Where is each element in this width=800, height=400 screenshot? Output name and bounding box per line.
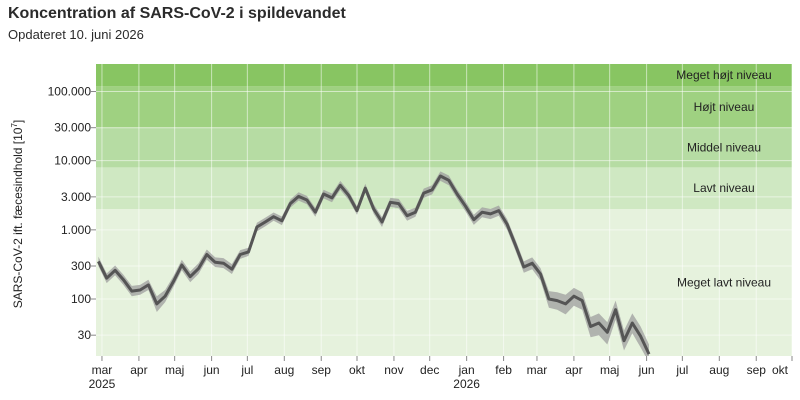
y-tick-label-1: 100 bbox=[71, 292, 91, 306]
y-axis-label-sup: 7 bbox=[10, 123, 19, 128]
band-4 bbox=[96, 64, 792, 87]
band-label-1: Lavt niveau bbox=[693, 181, 754, 195]
x-tick-label-11: feb bbox=[495, 363, 512, 377]
x-tick-label-7: okt bbox=[349, 363, 366, 377]
x-tick-label-9: dec bbox=[420, 363, 439, 377]
x-tick-label-2: maj bbox=[165, 363, 184, 377]
level-bands bbox=[96, 64, 792, 356]
y-tick-label-7: 100.000 bbox=[48, 85, 92, 99]
band-label-2: Middel niveau bbox=[687, 141, 761, 155]
gridlines bbox=[96, 64, 793, 356]
band-3 bbox=[96, 86, 792, 128]
x-tick-year-0: 2025 bbox=[89, 377, 116, 391]
x-tick-label-0: mar bbox=[92, 363, 113, 377]
x-tick-label-14: maj bbox=[600, 363, 619, 377]
x-tick-year-10: 2026 bbox=[453, 377, 480, 391]
y-tick-label-0: 30 bbox=[78, 328, 92, 342]
x-tick-label-17: aug bbox=[709, 363, 729, 377]
x-tick-label-16: jul bbox=[675, 363, 688, 377]
x-tick-label-6: sep bbox=[312, 363, 332, 377]
x-tick-label-3: jun bbox=[203, 363, 220, 377]
y-tick-label-6: 30.000 bbox=[54, 121, 91, 135]
x-tick-label-10: jan bbox=[458, 363, 475, 377]
x-tick-label-19: okt bbox=[772, 363, 789, 377]
x-tick-label-18: sep bbox=[747, 363, 767, 377]
x-tick-label-8: nov bbox=[384, 363, 403, 377]
x-tick-label-1: apr bbox=[130, 363, 147, 377]
y-axis-label-main: SARS-CoV-2 ift. fæcesindhold [10 bbox=[11, 127, 25, 308]
y-axis-ticks: 30 100 300 1.000 3.000 10.000 30.000 100.000 bbox=[48, 85, 96, 342]
y-tick-label-5: 10.000 bbox=[54, 154, 91, 168]
x-tick-label-4: jul bbox=[240, 363, 253, 377]
band-label-0: Meget lavt niveau bbox=[677, 276, 771, 290]
y-tick-label-3: 1.000 bbox=[61, 223, 91, 237]
band-label-4: Meget højt niveau bbox=[676, 68, 771, 82]
band-label-3: Højt niveau bbox=[694, 100, 755, 114]
y-axis-label: SARS-CoV-2 ift. fæcesindhold [107] bbox=[10, 120, 25, 309]
x-tick-label-5: aug bbox=[274, 363, 294, 377]
x-tick-label-15: jun bbox=[638, 363, 655, 377]
band-labels: Meget lavt niveau Lavt niveau Middel nivea… bbox=[676, 68, 771, 289]
chart-title: Koncentration af SARS-CoV-2 i spildevand… bbox=[8, 5, 346, 22]
y-tick-label-4: 3.000 bbox=[61, 190, 91, 204]
x-tick-label-12: mar bbox=[527, 363, 548, 377]
line-path bbox=[97, 174, 651, 355]
y-tick-label-2: 300 bbox=[71, 259, 91, 273]
y-axis-label-end: ] bbox=[11, 120, 25, 123]
chart-subtitle: Opdateret 10. juni 2026 bbox=[8, 27, 144, 42]
series-line bbox=[97, 174, 651, 355]
x-tick-label-13: apr bbox=[565, 363, 582, 377]
